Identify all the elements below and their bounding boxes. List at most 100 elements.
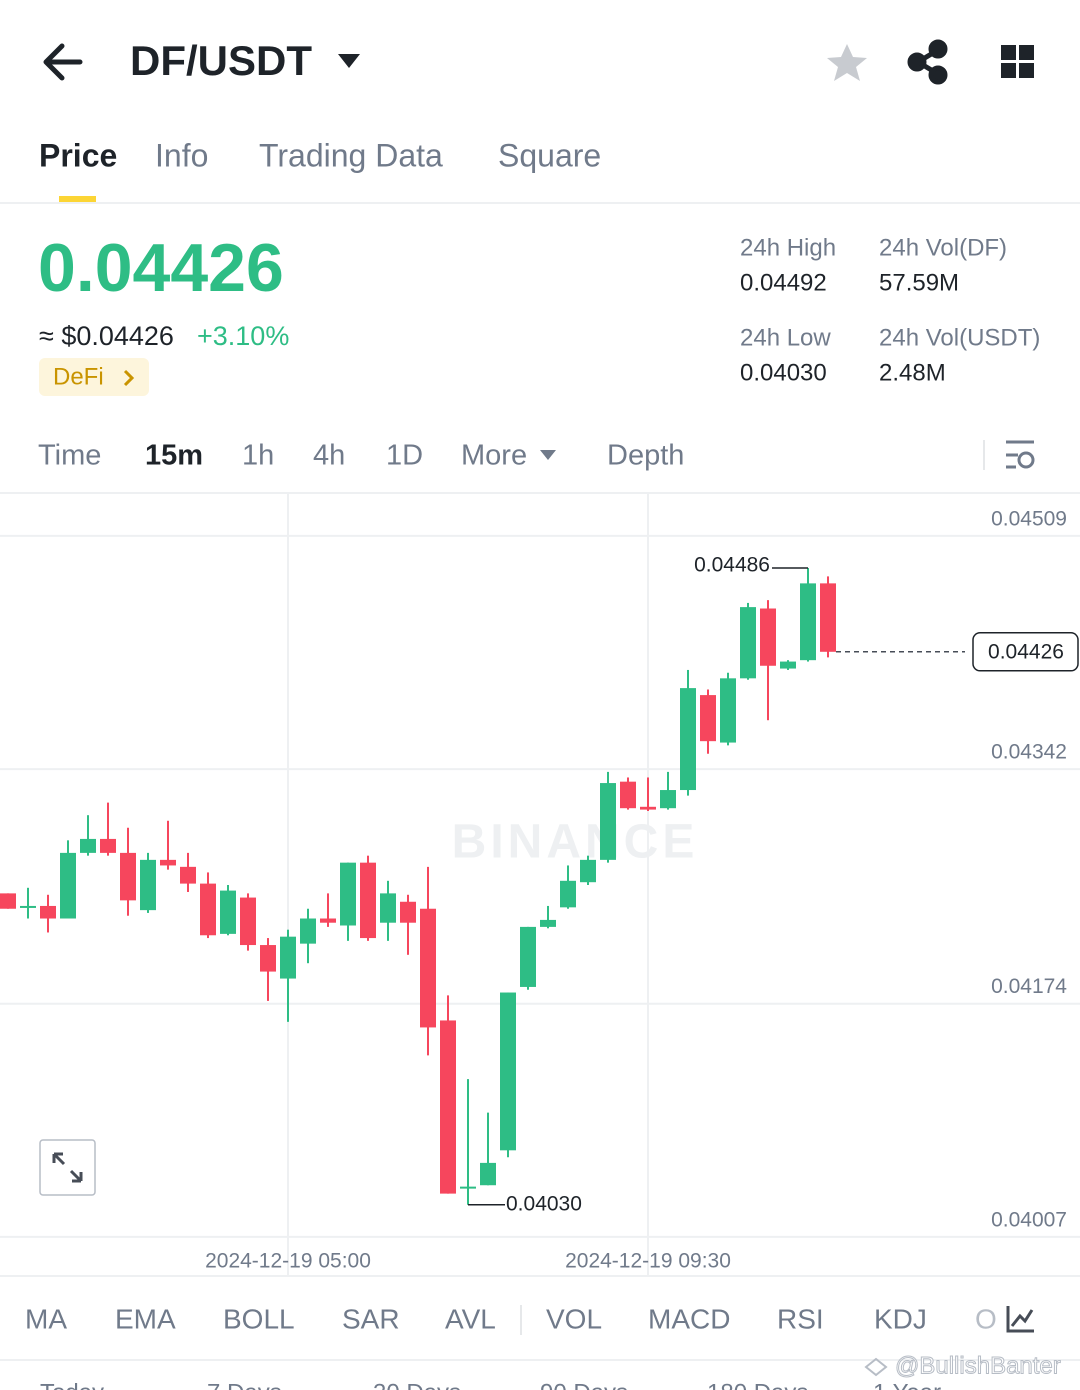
candle-body — [120, 852, 136, 901]
pair-title[interactable]: DF/USDT — [130, 37, 312, 84]
candle-body — [460, 1186, 476, 1189]
candle-body — [340, 862, 356, 926]
interval-tab[interactable]: 1h — [242, 440, 274, 472]
candle-body — [640, 806, 656, 810]
fiat-price: ≈ $0.04426 — [39, 321, 174, 351]
candle-body — [80, 838, 96, 853]
pair-dropdown[interactable] — [338, 54, 360, 68]
period-tab[interactable]: 1 Year — [873, 1379, 941, 1390]
candle-body — [320, 918, 336, 923]
interval-tab[interactable]: 15m — [145, 440, 203, 472]
more-dropdown[interactable] — [540, 450, 556, 460]
stat-value: 0.04030 — [740, 359, 827, 386]
candle-body — [660, 790, 676, 809]
candle-body — [40, 905, 56, 919]
tab[interactable]: Price — [39, 137, 117, 173]
candle-body — [720, 678, 736, 743]
low-label: 0.04030 — [506, 1192, 582, 1215]
tag-label[interactable]: DeFi — [53, 363, 104, 390]
indicator-tab[interactable]: AVL — [445, 1303, 496, 1334]
candle-body — [500, 992, 516, 1151]
stat-label: 24h Vol(USDT) — [879, 324, 1040, 351]
x-tick-label: 2024-12-19 09:30 — [565, 1250, 731, 1273]
credit-icon — [864, 1357, 888, 1377]
candle-body — [560, 880, 576, 908]
indicator-settings-icon[interactable] — [1006, 1306, 1034, 1333]
tag-chevron — [123, 369, 135, 387]
candle-body — [300, 918, 316, 944]
grid-icon[interactable] — [1001, 45, 1034, 78]
fullscreen-button[interactable] — [39, 1139, 96, 1196]
tab[interactable]: Trading Data — [259, 137, 443, 173]
candle-body — [800, 583, 816, 661]
indicator-tab[interactable]: VOL — [546, 1303, 602, 1334]
candle-body — [400, 901, 416, 923]
tag-chip[interactable] — [39, 358, 149, 396]
candle-body — [700, 695, 716, 742]
candle-body — [140, 859, 156, 911]
candle-body — [220, 890, 236, 934]
candle-body — [380, 893, 396, 923]
candlestick-chart: BINANCE 0.04509 0.04342 0.04174 0.04007 2024-… — [0, 494, 1080, 1276]
candle-body — [160, 859, 176, 866]
favorite-icon[interactable] — [827, 44, 867, 81]
stat-value: 0.04492 — [740, 269, 827, 296]
candle-body — [540, 919, 556, 927]
price-change: +3.10% — [197, 321, 289, 351]
indicator-tab[interactable]: SAR — [342, 1303, 400, 1334]
interval-tab[interactable]: 1D — [386, 440, 423, 472]
tab[interactable]: Info — [155, 137, 208, 173]
period-tab[interactable]: Today — [40, 1379, 104, 1390]
period-tab[interactable]: 90 Days — [540, 1379, 628, 1390]
interval-tab[interactable]: 4h — [313, 440, 345, 472]
tab[interactable]: Square — [498, 137, 601, 173]
interval-tab[interactable]: More — [461, 440, 527, 472]
indicator-tab[interactable]: RSI — [777, 1303, 824, 1334]
indicator-tab[interactable]: KDJ — [874, 1303, 927, 1334]
candle-body — [420, 908, 436, 1028]
x-tick-label: 2024-12-19 05:00 — [205, 1250, 371, 1273]
share-icon[interactable] — [907, 39, 948, 85]
y-tick-label: 0.04174 — [991, 975, 1067, 998]
candle-body — [280, 936, 296, 979]
candle-body — [100, 838, 116, 853]
candle-body — [360, 862, 376, 939]
candle-body — [680, 688, 696, 791]
candle-body — [580, 859, 596, 883]
candle-body — [260, 945, 276, 972]
candle-body — [520, 926, 536, 987]
candle-body — [740, 607, 756, 679]
stat-label: 24h High — [740, 234, 836, 261]
indicator-tab[interactable]: MACD — [648, 1303, 730, 1334]
last-price-box — [972, 632, 1079, 672]
back-button[interactable] — [43, 43, 83, 81]
candle-body — [620, 781, 636, 809]
candle-body — [760, 608, 776, 666]
stat-value: 57.59M — [879, 269, 959, 296]
candle-body — [60, 852, 76, 919]
interval-tab[interactable]: Depth — [607, 440, 684, 472]
indicator-tab[interactable]: BOLL — [223, 1303, 295, 1334]
credit-watermark: @BullishBanter — [895, 1352, 1061, 1379]
y-tick-label: 0.04007 — [991, 1208, 1067, 1231]
period-tab[interactable]: 30 Days — [373, 1379, 461, 1390]
high-label: 0.04486 — [694, 554, 770, 577]
indicator-tab[interactable]: EMA — [115, 1303, 176, 1334]
y-tick-label: 0.04509 — [991, 507, 1067, 530]
stat-value: 2.48M — [879, 359, 946, 386]
candle-body — [440, 1020, 456, 1194]
candle-body — [240, 897, 256, 946]
chart-settings-icon[interactable] — [1006, 440, 1035, 469]
indicator-tab[interactable]: O — [975, 1303, 997, 1334]
candle-body — [200, 883, 216, 936]
y-tick-label: 0.04342 — [991, 741, 1067, 764]
period-tab[interactable]: 7 Days — [207, 1379, 282, 1390]
interval-tab[interactable]: Time — [38, 440, 101, 472]
indicator-tab[interactable]: MA — [25, 1303, 67, 1334]
stat-label: 24h Low — [740, 324, 831, 351]
period-tab[interactable]: 180 Days — [707, 1379, 808, 1390]
stat-label: 24h Vol(DF) — [879, 234, 1007, 261]
candle-body — [480, 1162, 496, 1186]
